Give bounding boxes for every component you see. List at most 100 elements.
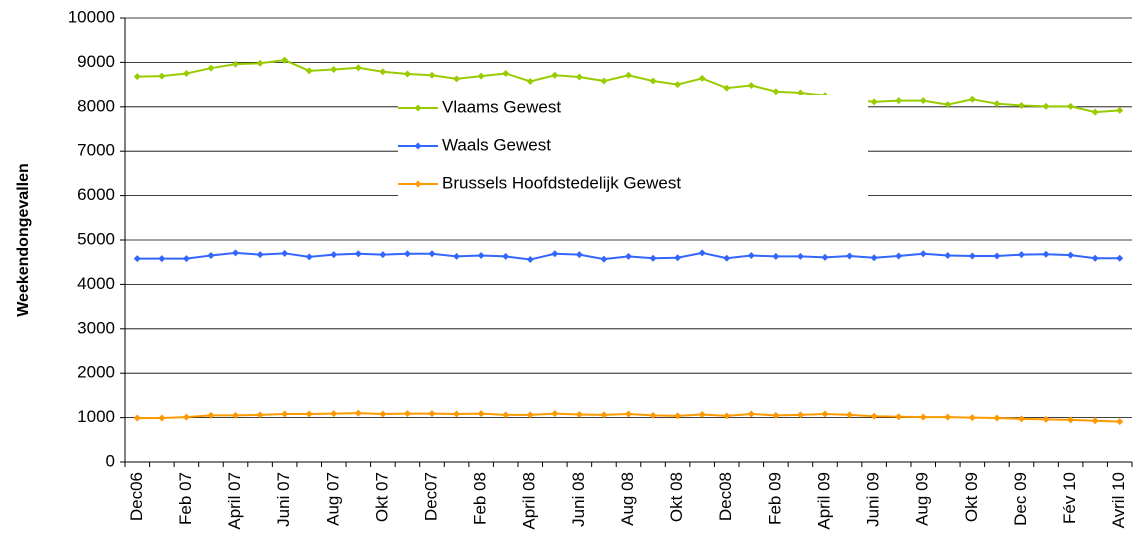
legend-label: Waals Gewest — [442, 135, 551, 154]
point — [674, 254, 682, 262]
y-tick-label: 0 — [106, 451, 115, 470]
point — [502, 411, 510, 419]
point — [919, 250, 927, 258]
point — [747, 410, 755, 418]
y-tick-label: 5000 — [77, 229, 115, 248]
point — [526, 77, 534, 85]
point — [256, 59, 264, 67]
point — [330, 251, 338, 259]
x-tick-label: April 07 — [225, 472, 244, 530]
x-tick-label: Feb 09 — [765, 472, 784, 525]
point — [453, 252, 461, 260]
point — [526, 256, 534, 264]
point — [575, 251, 583, 259]
point — [453, 410, 461, 418]
point — [649, 411, 657, 419]
x-tick-label: Juni 08 — [569, 472, 588, 527]
y-tick-label: 2000 — [77, 363, 115, 382]
point — [674, 412, 682, 420]
y-tick-label: 6000 — [77, 185, 115, 204]
x-tick-label: Juni 09 — [864, 472, 883, 527]
point — [895, 97, 903, 105]
point — [428, 71, 436, 79]
point — [1091, 417, 1099, 425]
point — [354, 64, 362, 72]
point — [821, 410, 829, 418]
x-tick-label: April 09 — [814, 472, 833, 530]
point — [256, 411, 264, 419]
point — [207, 64, 215, 72]
point — [674, 81, 682, 89]
x-tick-label: Okt 08 — [667, 472, 686, 522]
x-tick-label: Dec06 — [127, 472, 146, 521]
point — [625, 71, 632, 79]
point — [182, 255, 190, 263]
point — [1067, 251, 1075, 259]
x-tick-label: Aug 09 — [913, 472, 932, 526]
point — [1017, 251, 1025, 259]
x-tick-label: Fév 10 — [1060, 472, 1079, 524]
point — [993, 252, 1001, 260]
point — [1042, 250, 1050, 258]
point — [723, 84, 731, 92]
point — [625, 410, 632, 418]
point — [305, 410, 313, 418]
point — [649, 254, 657, 262]
point — [133, 414, 141, 422]
point — [1017, 415, 1025, 423]
x-tick-label: Dec08 — [716, 472, 735, 521]
point — [649, 77, 657, 85]
point — [1116, 254, 1124, 262]
point — [526, 411, 534, 419]
legend-marker — [414, 180, 422, 188]
point — [182, 70, 190, 77]
y-tick-label: 7000 — [77, 141, 115, 160]
point — [698, 249, 706, 257]
point — [158, 72, 166, 80]
point — [870, 412, 878, 420]
point — [232, 249, 240, 257]
point — [600, 77, 608, 85]
point — [821, 253, 829, 261]
point — [944, 413, 952, 421]
legend: Vlaams Gewest Waals Gewest Brussels Hoofds… — [398, 95, 868, 201]
point — [330, 66, 338, 74]
point — [305, 253, 313, 261]
x-tick-label: Juni 07 — [274, 472, 293, 527]
point — [895, 252, 903, 260]
point — [968, 252, 976, 260]
point — [698, 74, 706, 82]
point — [698, 410, 706, 418]
point — [207, 252, 215, 260]
point — [207, 411, 215, 419]
point — [870, 254, 878, 262]
point — [772, 252, 780, 260]
point — [403, 70, 411, 78]
point — [870, 98, 878, 106]
point — [403, 250, 411, 258]
point — [379, 410, 387, 418]
x-tick-label: Feb 07 — [176, 472, 195, 525]
point — [895, 413, 903, 421]
point — [502, 252, 510, 260]
point — [502, 70, 510, 77]
point — [747, 81, 755, 89]
point — [1116, 418, 1124, 426]
point — [428, 410, 436, 418]
point — [1017, 101, 1025, 109]
x-tick-label: Okt 09 — [962, 472, 981, 522]
point — [281, 56, 289, 64]
point — [993, 414, 1001, 422]
point — [330, 410, 338, 418]
legend-marker — [414, 104, 422, 112]
point — [796, 411, 804, 419]
y-tick-label: 4000 — [77, 274, 115, 293]
point — [944, 252, 952, 260]
y-tick-label: 9000 — [77, 52, 115, 71]
point — [182, 413, 190, 421]
point — [575, 410, 583, 418]
point — [379, 251, 387, 259]
point — [846, 252, 854, 260]
point — [453, 75, 461, 83]
